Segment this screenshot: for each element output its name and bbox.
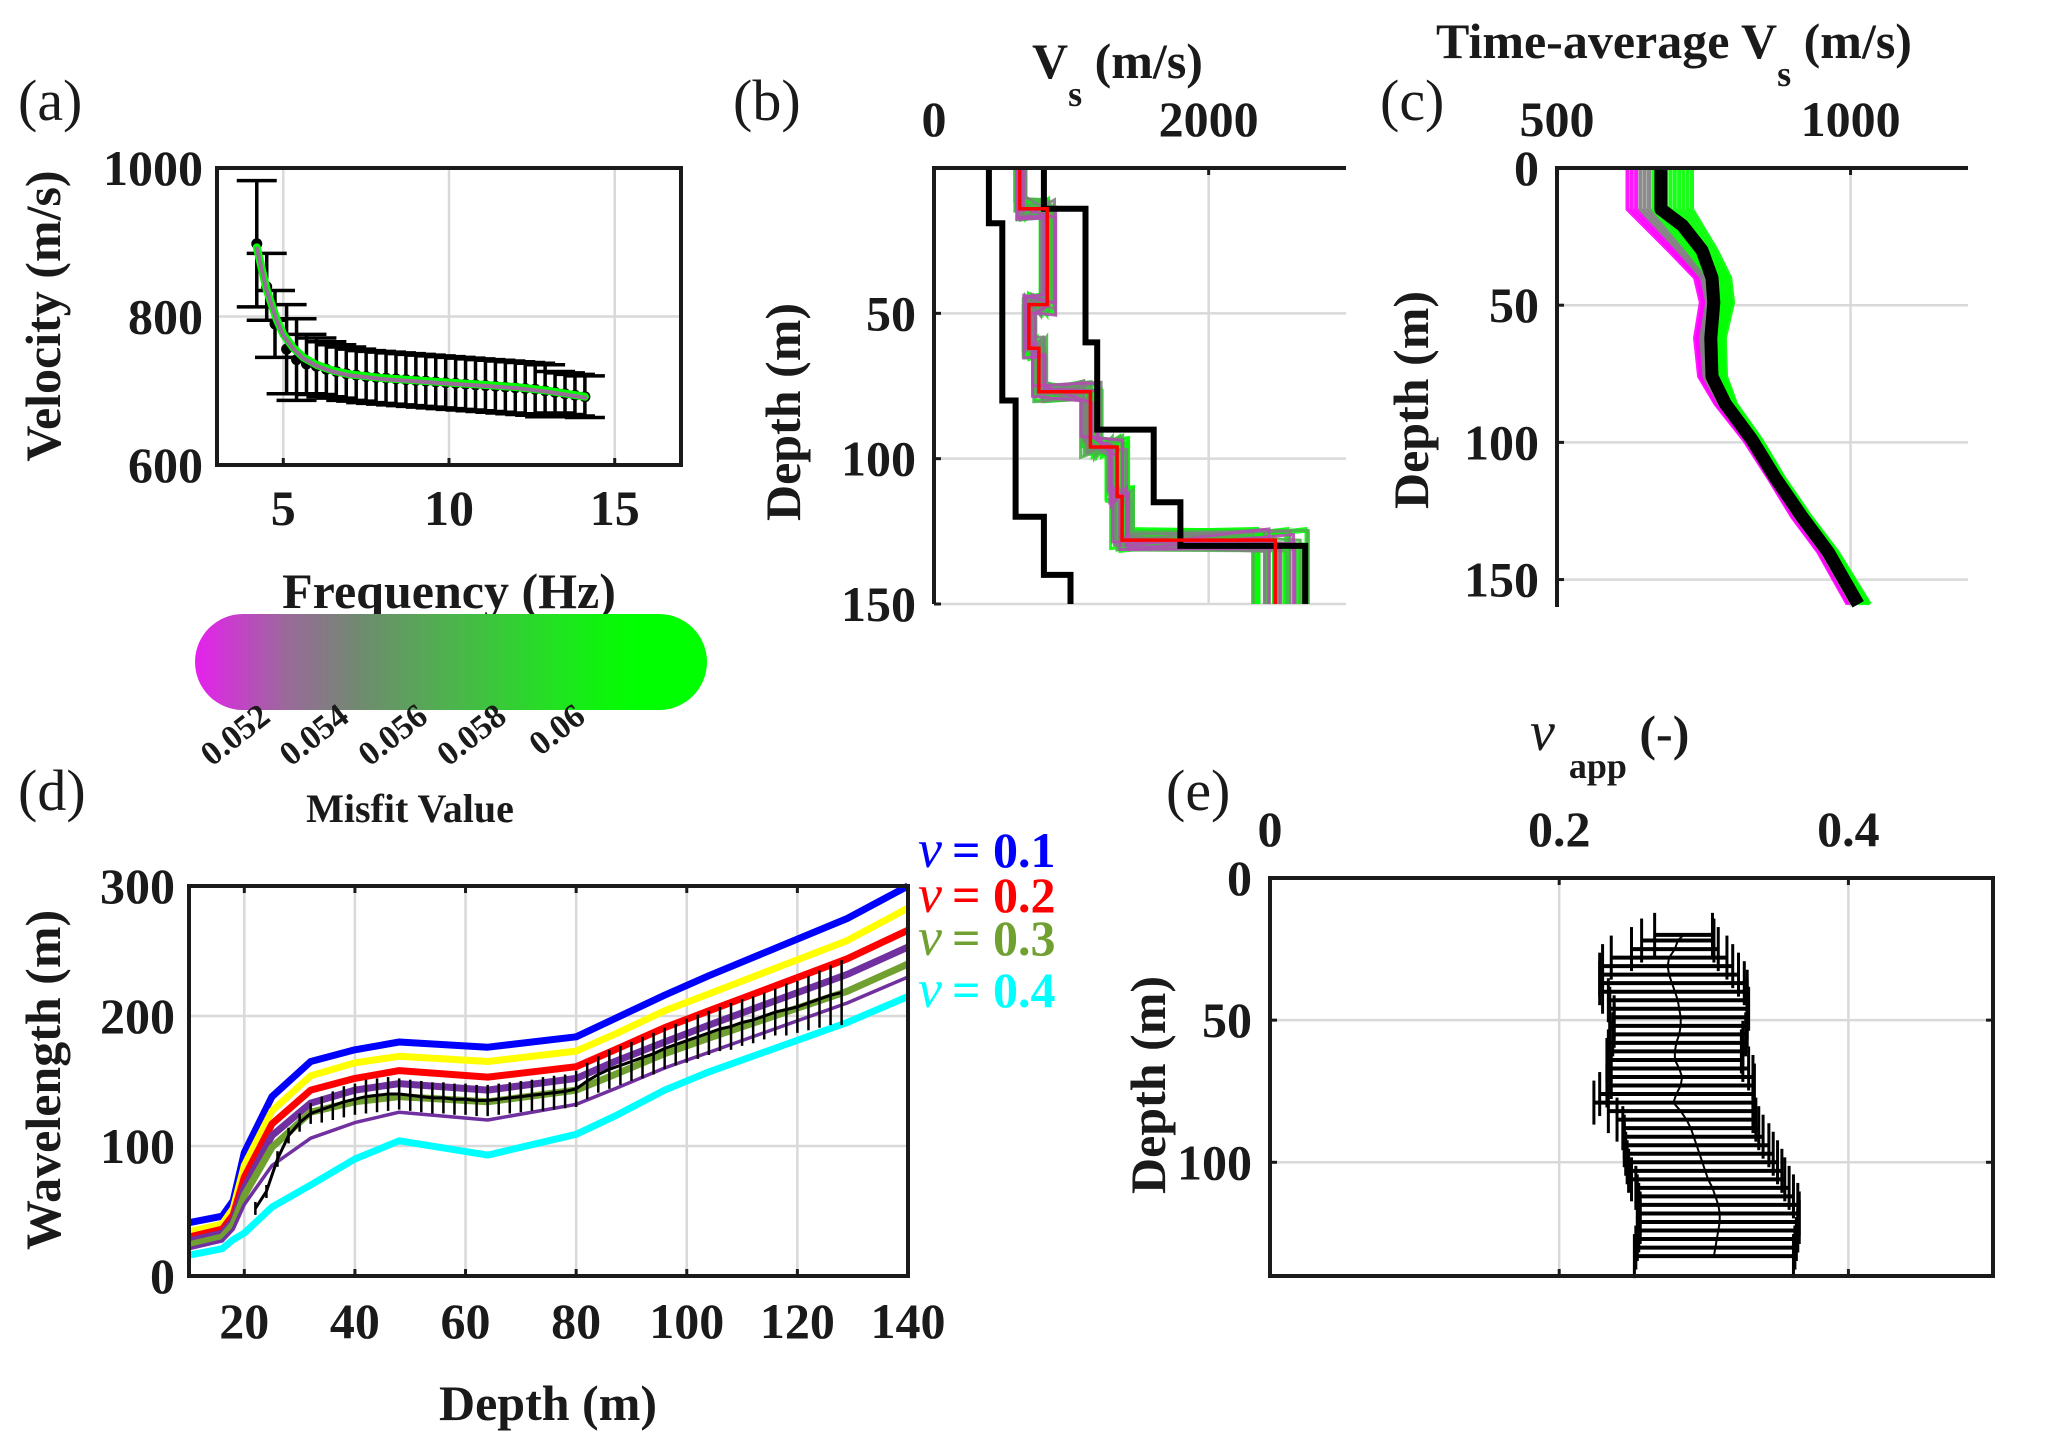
- panel-d-ytick-label: 200: [100, 988, 175, 1044]
- panel-d-errorbars: [254, 960, 843, 1215]
- legend-symbol: ν: [918, 864, 942, 924]
- panel-a-theoretical-curve-best: [254, 246, 587, 400]
- panel-b-ytick-label: 50: [866, 285, 916, 341]
- panel-d-xtick-label: 40: [330, 1293, 380, 1349]
- legend-value: = 0.4: [952, 962, 1056, 1018]
- panel-e-xtick-label: 0.4: [1817, 801, 1880, 857]
- panel-d-ytick-label: 100: [100, 1118, 175, 1174]
- panel-c-median-line: [1654, 168, 1864, 608]
- panel-e-xlabel: νapp (-): [1530, 701, 1689, 786]
- panel-a-xtick-label: 5: [271, 480, 296, 536]
- panel-e-frame: [1268, 876, 1995, 1278]
- panel-b-xlabel: Vs (m/s): [1032, 33, 1203, 114]
- panel-c-ytick-label: 0: [1514, 140, 1539, 196]
- panel-e-apparent-poisson: 0 0.2 0.4 0 50 100 νapp (-) Depth (m): [1120, 701, 1995, 1279]
- panel-e-ytick-label: 50: [1202, 992, 1252, 1048]
- panel-e-ylabel: Depth (m): [1120, 976, 1176, 1194]
- legend-value: = 0.1: [952, 822, 1056, 878]
- panel-label-e: (e): [1166, 758, 1230, 823]
- panel-b-ensemble-profile: [1016, 168, 1295, 604]
- legend-symbol: ν: [918, 907, 942, 967]
- panel-d-xtick-label: 60: [441, 1293, 491, 1349]
- panel-b-xtick-label: 2000: [1159, 91, 1259, 147]
- panel-c-ylabel: Depth (m): [1383, 291, 1439, 509]
- panel-c-ytick-label: 100: [1464, 414, 1539, 470]
- panel-a-xtick-label: 15: [590, 480, 640, 536]
- panel-e-ytick-label: 100: [1177, 1134, 1252, 1190]
- panel-a-ylabel: Velocity (m/s): [15, 170, 71, 461]
- panel-b-vs-profiles: 0 2000 50 100 150 Vs (m/s) Depth (m): [755, 33, 1346, 632]
- panel-d-frame: [187, 884, 910, 1278]
- legend-symbol: ν: [918, 819, 942, 879]
- panel-c-ytick-label: 150: [1464, 552, 1539, 608]
- colorbar-label: Misfit Value: [306, 786, 514, 831]
- panel-d-xtick-label: 100: [649, 1293, 724, 1349]
- panel-d-xtick-label: 120: [760, 1293, 835, 1349]
- panel-a-ytick-label: 600: [128, 437, 203, 493]
- panel-e-xtick-label: 0.2: [1528, 801, 1591, 857]
- panel-d-line-purple-lower: [188, 975, 909, 1251]
- panel-d-xtick-label: 20: [219, 1293, 269, 1349]
- panel-d-ytick-label: 0: [150, 1248, 175, 1304]
- panel-b-ylabel: Depth (m): [755, 303, 811, 521]
- panel-label-b: (b): [733, 68, 801, 133]
- panel-label-d: (d): [18, 758, 86, 823]
- panel-d-xtick-label: 140: [871, 1293, 946, 1349]
- panel-d-legend-entry: ν = 0.4: [918, 959, 1055, 1019]
- panel-c-xtick-label: 1000: [1801, 91, 1901, 147]
- panel-d-ytick-label: 300: [100, 858, 175, 914]
- panel-c-frame: [1555, 166, 1968, 607]
- panel-b-best-profile-line: [1018, 168, 1278, 604]
- panel-a-dispersion: 5 10 15 600 800 1000 Frequency (Hz) Velocity …: [15, 140, 683, 619]
- legend-symbol: ν: [918, 959, 942, 1019]
- legend-value: = 0.3: [952, 910, 1056, 966]
- panel-a-xtick-label: 10: [424, 480, 474, 536]
- panel-d-line--0.4: [188, 993, 910, 1259]
- panel-d-xlabel: Depth (m): [439, 1375, 657, 1431]
- colorbar-gradient: [195, 614, 707, 710]
- panel-a-xlabel: Frequency (Hz): [282, 563, 616, 619]
- panel-c-ensemble-line: [1690, 168, 1872, 606]
- legend-value: = 0.2: [952, 867, 1056, 923]
- panel-c-xlabel: Time-average Vs (m/s): [1436, 13, 1912, 94]
- panel-label-a: (a): [18, 68, 82, 133]
- panel-d-legend-entry: ν = 0.3: [918, 907, 1055, 967]
- panel-a-ytick-label: 1000: [103, 140, 203, 196]
- panel-c-xtick-label: 500: [1520, 91, 1595, 147]
- panel-label-c: (c): [1380, 68, 1444, 133]
- panel-d-xtick-label: 80: [551, 1293, 601, 1349]
- panel-b-ensemble-profile: [1015, 168, 1283, 604]
- panel-e-xtick-label: 0: [1258, 801, 1283, 857]
- panel-b-ytick-label: 150: [841, 576, 916, 632]
- panel-a-ytick-label: 800: [128, 289, 203, 345]
- panel-b-xtick-label: 0: [922, 91, 947, 147]
- panel-e-mean-line: [1666, 934, 1721, 1257]
- panel-b-lower-bound-line: [985, 168, 1074, 604]
- panel-c-ytick-label: 50: [1489, 277, 1539, 333]
- panel-e-errorbars: [1592, 912, 1801, 1279]
- panel-e-ytick-label: 0: [1227, 850, 1252, 906]
- panel-c-time-average-vs: 500 1000 0 50 100 150 Time-average Vs (m/s) D…: [1383, 13, 1968, 608]
- panel-d-legend-entry: ν = 0.1: [918, 819, 1055, 879]
- panel-b-ytick-label: 100: [841, 431, 916, 487]
- panel-d-ylabel: Wavelength (m): [15, 910, 71, 1250]
- panel-d-observed-line: [254, 991, 842, 1210]
- panel-d-legend-entry: ν = 0.2: [918, 864, 1055, 924]
- panel-b-upper-bound-line: [1040, 168, 1309, 604]
